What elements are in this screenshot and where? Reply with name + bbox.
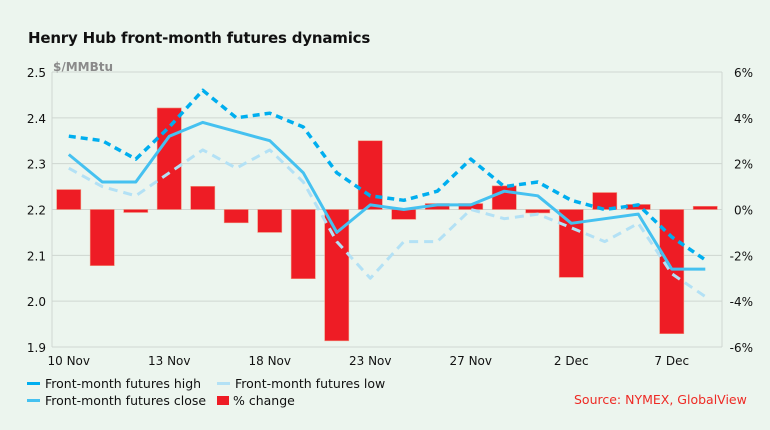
y-axis-left: 2.5 2.4 2.3 2.2 2.1 2.0 1.9 [27,66,46,355]
y-tick-label-left: 1.9 [27,341,46,355]
bar-change [156,107,182,210]
y-tick-label-right: -4% [730,295,753,309]
y-tick-label-right: -2% [730,249,753,263]
chart-title: Henry Hub front-month futures dynamics [28,29,371,47]
bar-change [692,205,718,210]
y-tick-label-left: 2.0 [27,295,46,309]
legend-item-close: Front-month futures close [27,393,206,408]
bar-change [257,209,283,233]
x-tick-label: 27 Nov [449,354,492,368]
y-axis-unit-label: $/MMBtu [53,60,114,74]
bars-change [56,107,718,342]
legend-item-low: Front-month futures low [217,376,385,391]
x-tick-label: 2 Dec [554,354,589,368]
line-close [67,120,706,271]
y-tick-label-left: 2.3 [27,158,46,172]
legend-label-low: Front-month futures low [235,376,386,391]
bar-change [123,209,149,213]
legend-label-change: % change [233,393,295,408]
x-tick-label: 18 Nov [248,354,291,368]
bar-change [491,185,517,210]
bar-change [56,189,82,210]
line-low [68,148,707,298]
y-tick-label-right: 0% [734,204,753,218]
x-tick-label: 7 Dec [654,354,689,368]
bar-change [89,209,115,266]
legend-swatch-high [27,382,40,385]
y-axis-right: 6% 4% 2% 0% -2% -4% -6% [730,66,753,355]
bar-change [223,209,249,224]
x-tick-label: 10 Nov [47,354,90,368]
y-tick-label-right: 6% [734,66,753,80]
legend-item-high: Front-month futures high [27,376,201,391]
source-note: Source: NYMEX, GlobalView [574,392,747,407]
bar-change [357,140,383,210]
x-axis: 10 Nov 13 Nov 18 Nov 23 Nov 27 Nov 2 Dec 7 Dec [47,354,689,368]
line-high [68,88,707,262]
bar-change [190,186,216,210]
legend-item-change: % change [217,393,295,408]
legend-label-close: Front-month futures close [45,393,207,408]
y-tick-label-left: 2.5 [27,66,46,80]
legend-swatch-change [217,396,229,405]
bar-change [592,192,618,210]
y-tick-label-left: 2.1 [27,249,46,263]
y-tick-label-right: 2% [734,158,753,172]
bar-change [290,209,316,280]
legend-swatch-close [27,399,40,402]
gridlines [51,71,723,348]
x-tick-label: 23 Nov [349,354,392,368]
y-tick-label-left: 2.4 [27,112,46,126]
y-tick-label-right: -6% [730,341,753,355]
legend-label-high: Front-month futures high [45,376,202,391]
lines [67,88,707,298]
y-tick-label-right: 4% [734,112,753,126]
x-tick-label: 13 Nov [148,354,191,368]
bar-change [525,209,551,214]
legend-swatch-low [217,382,230,385]
y-tick-label-left: 2.2 [27,204,46,218]
bar-change [558,209,584,278]
